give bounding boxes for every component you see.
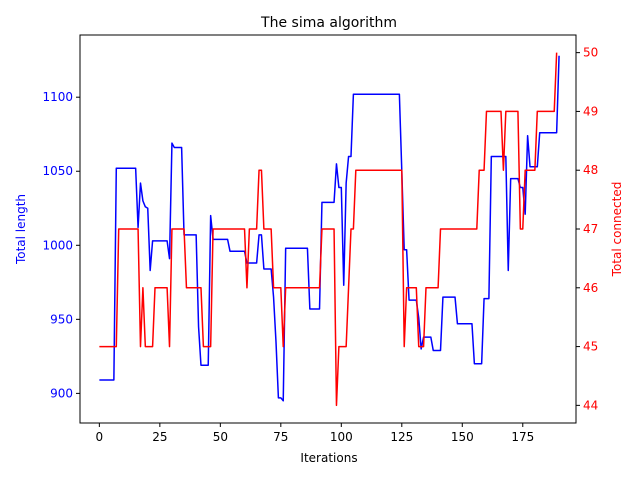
x-axis-label: Iterations (300, 451, 357, 465)
y-left-tick-label: 950 (50, 312, 73, 326)
y-left-tick-label: 900 (50, 386, 73, 400)
x-tick-label: 175 (511, 430, 534, 444)
axes: 0 25 50 75 100 125 150 175 900 950 1000 1050 1100 44 4… (42, 34, 598, 444)
x-tick-label: 25 (152, 430, 167, 444)
series-line-left-axis (99, 55, 560, 402)
y-axis-right-label: Total connected (610, 182, 624, 278)
x-tick-label: 50 (213, 430, 228, 444)
plot-area (99, 52, 560, 407)
x-tick-label: 150 (451, 430, 474, 444)
y-right-tick-label: 49 (583, 104, 598, 118)
x-tick-label: 75 (273, 430, 288, 444)
y-left-tick-label: 1100 (42, 90, 73, 104)
y-right-tick-label: 44 (583, 398, 598, 412)
x-tick-label: 0 (96, 430, 104, 444)
y-right-tick-label: 50 (583, 46, 598, 60)
chart-title: The sima algorithm (260, 15, 397, 31)
y-right-tick-label: 46 (583, 281, 598, 295)
series-line-right-axis (99, 52, 558, 407)
x-tick-label: 125 (390, 430, 413, 444)
y-left-tick-label: 1050 (42, 164, 73, 178)
y-right-tick-label: 47 (583, 222, 598, 236)
x-tick-label: 100 (330, 430, 353, 444)
y-axis-left-label: Total length (14, 194, 28, 265)
y-right-tick-label: 48 (583, 163, 598, 177)
y-left-tick-label: 1000 (42, 238, 73, 252)
y-right-tick-label: 45 (583, 340, 598, 354)
